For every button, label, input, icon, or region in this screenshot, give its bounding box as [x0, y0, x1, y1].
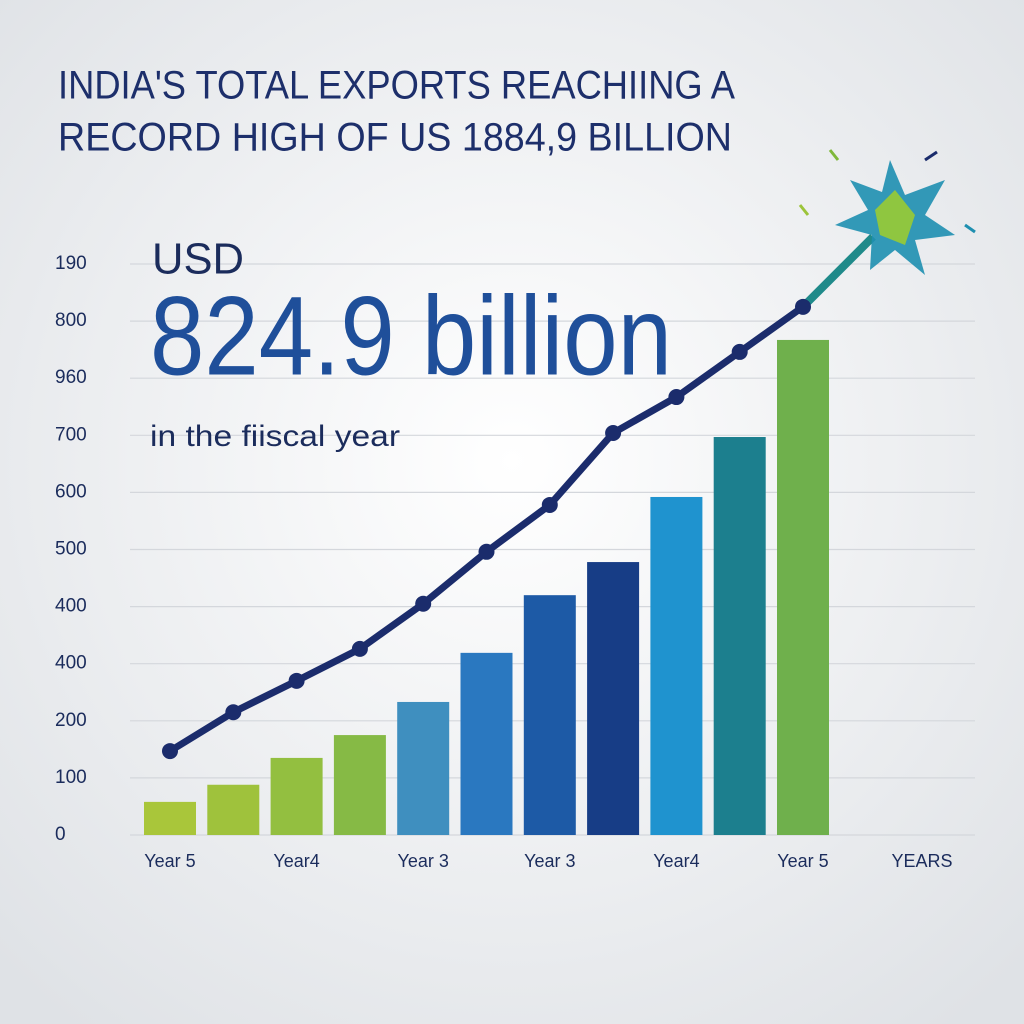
bar	[270, 757, 323, 835]
line-marker	[731, 343, 748, 360]
y-tick-label: 800	[55, 310, 87, 331]
line-marker	[605, 425, 622, 442]
bar	[397, 701, 450, 835]
x-axis-label: YEARS	[891, 851, 952, 871]
bar	[333, 735, 386, 835]
y-tick-label: 500	[55, 539, 87, 560]
y-tick-label: 700	[55, 424, 87, 445]
line-marker	[288, 672, 305, 689]
bar	[207, 784, 260, 835]
x-tick-label: Year 3	[398, 851, 449, 871]
y-tick-label: 100	[55, 767, 87, 788]
bar	[144, 801, 196, 835]
line-marker	[478, 543, 495, 560]
bar	[587, 562, 640, 835]
bar	[650, 496, 703, 835]
line-marker	[162, 743, 178, 760]
x-tick-label: Year 5	[144, 851, 195, 871]
annotation: USD	[152, 235, 244, 284]
line-marker	[795, 298, 811, 315]
x-tick-label: Year 5	[777, 851, 828, 871]
y-tick-label: 400	[55, 596, 87, 617]
bar	[713, 437, 766, 835]
line-marker	[668, 389, 685, 406]
y-tick-label: 190	[55, 253, 87, 274]
x-tick-label: Year4	[273, 851, 319, 871]
y-tick-label: 200	[55, 710, 87, 731]
line-marker	[225, 704, 242, 721]
line-marker	[351, 640, 368, 657]
line-marker	[541, 496, 558, 513]
annotation: 824.9 billion	[150, 274, 672, 399]
star-decoration	[798, 149, 976, 275]
plot: Year 5 Year4 Year 3 Year 3 Year4 Year 5	[144, 233, 876, 871]
line-arrow	[800, 233, 876, 310]
bar	[523, 595, 576, 835]
x-tick-label: Year 3	[524, 851, 575, 871]
annotation: in the fiiscal year	[150, 420, 400, 453]
y-tick-label: 0	[55, 824, 66, 845]
y-tick-label: 400	[55, 653, 87, 674]
y-tick-label: 960	[55, 367, 87, 388]
line-marker	[415, 595, 432, 612]
grid: 0 100 200 400 400 500 600 700 960 800 190	[55, 253, 975, 845]
chart-title: INDIA'S TOTAL EXPORTS REACHIING A	[58, 64, 735, 108]
bar	[777, 339, 829, 835]
y-tick-label: 600	[55, 481, 87, 502]
chart-title: RECORD HIGH OF US 1884,9 BILLION	[58, 116, 732, 160]
x-tick-label: Year4	[653, 851, 699, 871]
bar	[460, 652, 513, 835]
